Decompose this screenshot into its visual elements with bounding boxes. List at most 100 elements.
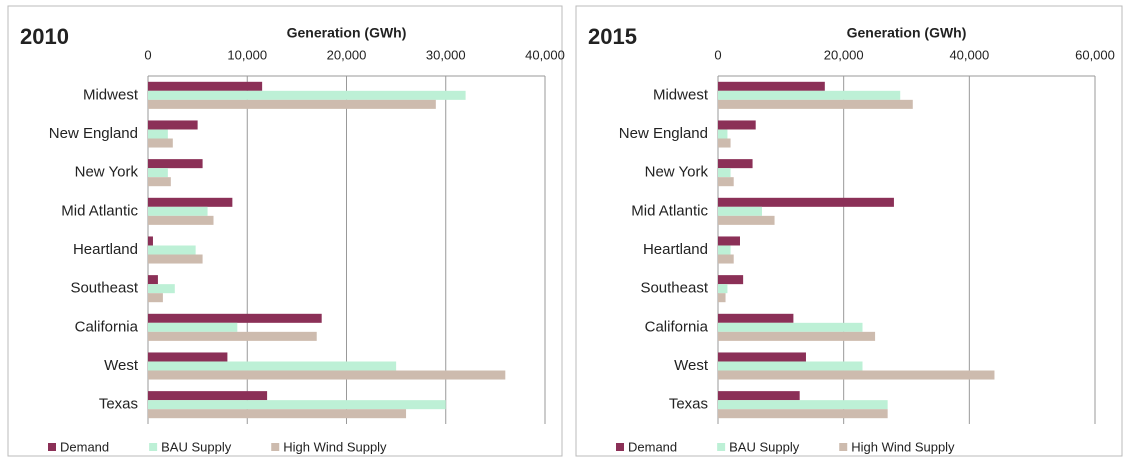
panel-frame (575, 5, 1123, 457)
bar (718, 120, 756, 130)
bar (718, 245, 731, 255)
bar (718, 293, 726, 303)
category-label: California (75, 318, 139, 335)
bar (718, 254, 734, 264)
legend-swatch (717, 443, 726, 451)
bar (718, 177, 734, 187)
bar (148, 120, 198, 130)
bar (148, 197, 233, 207)
x-tick-label: 60,000 (1075, 47, 1115, 62)
bar (148, 215, 214, 225)
bar (718, 409, 888, 419)
bar (718, 361, 863, 371)
legend-swatch (839, 443, 848, 451)
category-label: New York (75, 164, 139, 181)
category-label: Texas (669, 396, 708, 413)
bar (148, 254, 203, 264)
bar (718, 236, 740, 246)
x-tick-label: 10,000 (227, 47, 267, 62)
x-tick-label: 0 (714, 47, 721, 62)
bar (148, 90, 466, 100)
bar (718, 168, 731, 178)
legend-swatch (616, 443, 624, 451)
bar (148, 322, 238, 332)
bar (718, 400, 888, 410)
category-label: West (104, 357, 139, 374)
bar (148, 138, 173, 148)
bar (148, 361, 397, 371)
legend-label: High Wind Supply (283, 439, 387, 454)
legend-swatch (149, 443, 158, 451)
bar (718, 284, 728, 294)
legend-label: High Wind Supply (851, 439, 955, 454)
bar (718, 275, 744, 285)
category-label: Southeast (640, 280, 708, 297)
bar (718, 138, 731, 148)
x-axis-title: Generation (GWh) (287, 25, 407, 41)
category-label: West (674, 357, 709, 374)
bar (148, 352, 228, 362)
bar (148, 409, 407, 419)
bar (148, 370, 506, 380)
category-label: Texas (99, 396, 138, 413)
bar (148, 177, 171, 187)
category-label: New England (619, 125, 708, 142)
x-tick-label: 20,000 (824, 47, 864, 62)
bar (148, 293, 163, 303)
bar (148, 400, 446, 410)
bar (718, 352, 806, 362)
legend-swatch (48, 443, 56, 451)
bar (148, 168, 168, 178)
bar (148, 236, 153, 246)
legend-label: Demand (60, 439, 109, 454)
legend-label: BAU Supply (161, 439, 232, 454)
category-label: New England (49, 125, 138, 142)
panel-frame (7, 5, 563, 457)
bar (718, 391, 800, 401)
bar (718, 90, 901, 100)
bar (148, 159, 203, 169)
x-tick-label: 0 (144, 47, 151, 62)
bar (718, 81, 825, 91)
bar (148, 284, 175, 294)
legend-swatch (271, 443, 280, 451)
bar (718, 206, 762, 216)
bar (718, 331, 876, 341)
category-label: California (645, 318, 709, 335)
bar (718, 313, 794, 323)
bar (718, 197, 894, 207)
bar (718, 159, 753, 169)
x-tick-label: 30,000 (426, 47, 466, 62)
bar (148, 331, 317, 341)
legend-label: BAU Supply (729, 439, 800, 454)
bar (148, 129, 168, 139)
category-label: Heartland (643, 241, 708, 258)
x-axis-title: Generation (GWh) (847, 25, 967, 41)
bar (148, 245, 196, 255)
bar (148, 81, 263, 91)
bar (148, 391, 268, 401)
bar (718, 129, 728, 139)
category-label: Heartland (73, 241, 138, 258)
x-tick-label: 40,000 (525, 47, 565, 62)
bar (718, 215, 775, 225)
bar (718, 322, 863, 332)
bar (718, 370, 995, 380)
category-label: Midwest (653, 86, 709, 103)
category-label: Midwest (83, 86, 139, 103)
bar (148, 313, 322, 323)
category-label: Southeast (70, 280, 138, 297)
bar (148, 275, 158, 285)
x-tick-label: 20,000 (327, 47, 367, 62)
chart-title: 2015 (588, 24, 637, 49)
category-label: Mid Atlantic (61, 202, 138, 219)
legend-label: Demand (628, 439, 677, 454)
category-label: New York (645, 164, 709, 181)
category-label: Mid Atlantic (631, 202, 708, 219)
bar (718, 99, 913, 109)
bar (148, 99, 436, 109)
chart-title: 2010 (20, 24, 69, 49)
bar (148, 206, 208, 216)
x-tick-label: 40,000 (949, 47, 989, 62)
